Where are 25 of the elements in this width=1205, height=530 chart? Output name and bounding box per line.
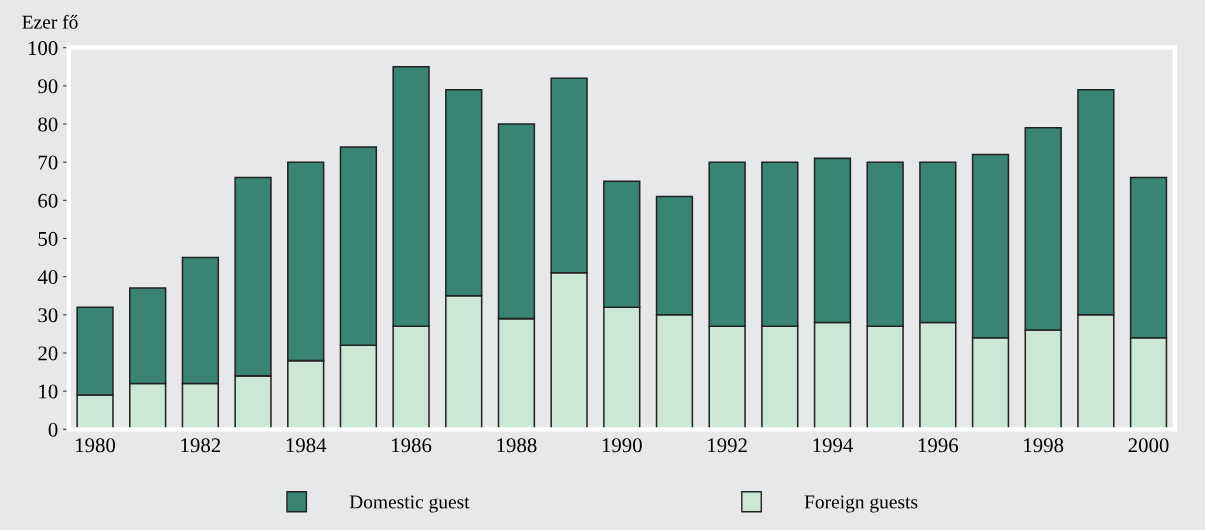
legend-label: Foreign guests	[804, 495, 918, 513]
y-tick-label: 0	[48, 422, 58, 437]
x-tick-label: 1982	[181, 438, 221, 453]
legend-label: Domestic guest	[349, 495, 470, 513]
x-tick-label: 1994	[813, 438, 853, 453]
x-tick-label: 1990	[602, 438, 642, 453]
y-tick-label: 60	[38, 193, 58, 208]
y-tick-label: 80	[38, 117, 58, 132]
x-tick-label: 1984	[286, 438, 327, 453]
y-tick-label: 100	[28, 41, 58, 56]
y-tick-label: 30	[38, 308, 58, 323]
y-tick-label: 40	[37, 270, 58, 285]
y-tick-label: 20	[38, 346, 58, 361]
x-tick-label: 1988	[497, 438, 537, 453]
y-tick-label: 10	[39, 384, 58, 399]
x-tick-label: 1998	[1024, 438, 1064, 453]
y-axis-title: Ezer fő	[22, 14, 78, 29]
y-tick-label: 50	[38, 231, 58, 246]
x-tick-label: 2000	[1128, 438, 1169, 453]
y-tick-label: 90	[38, 79, 58, 94]
x-tick-label: 1996	[918, 438, 959, 453]
x-tick-label: 1992	[708, 438, 747, 453]
x-tick-label: 1986	[392, 438, 432, 453]
x-tick-label: 1980	[76, 438, 116, 453]
y-tick-label: 70	[38, 155, 58, 170]
